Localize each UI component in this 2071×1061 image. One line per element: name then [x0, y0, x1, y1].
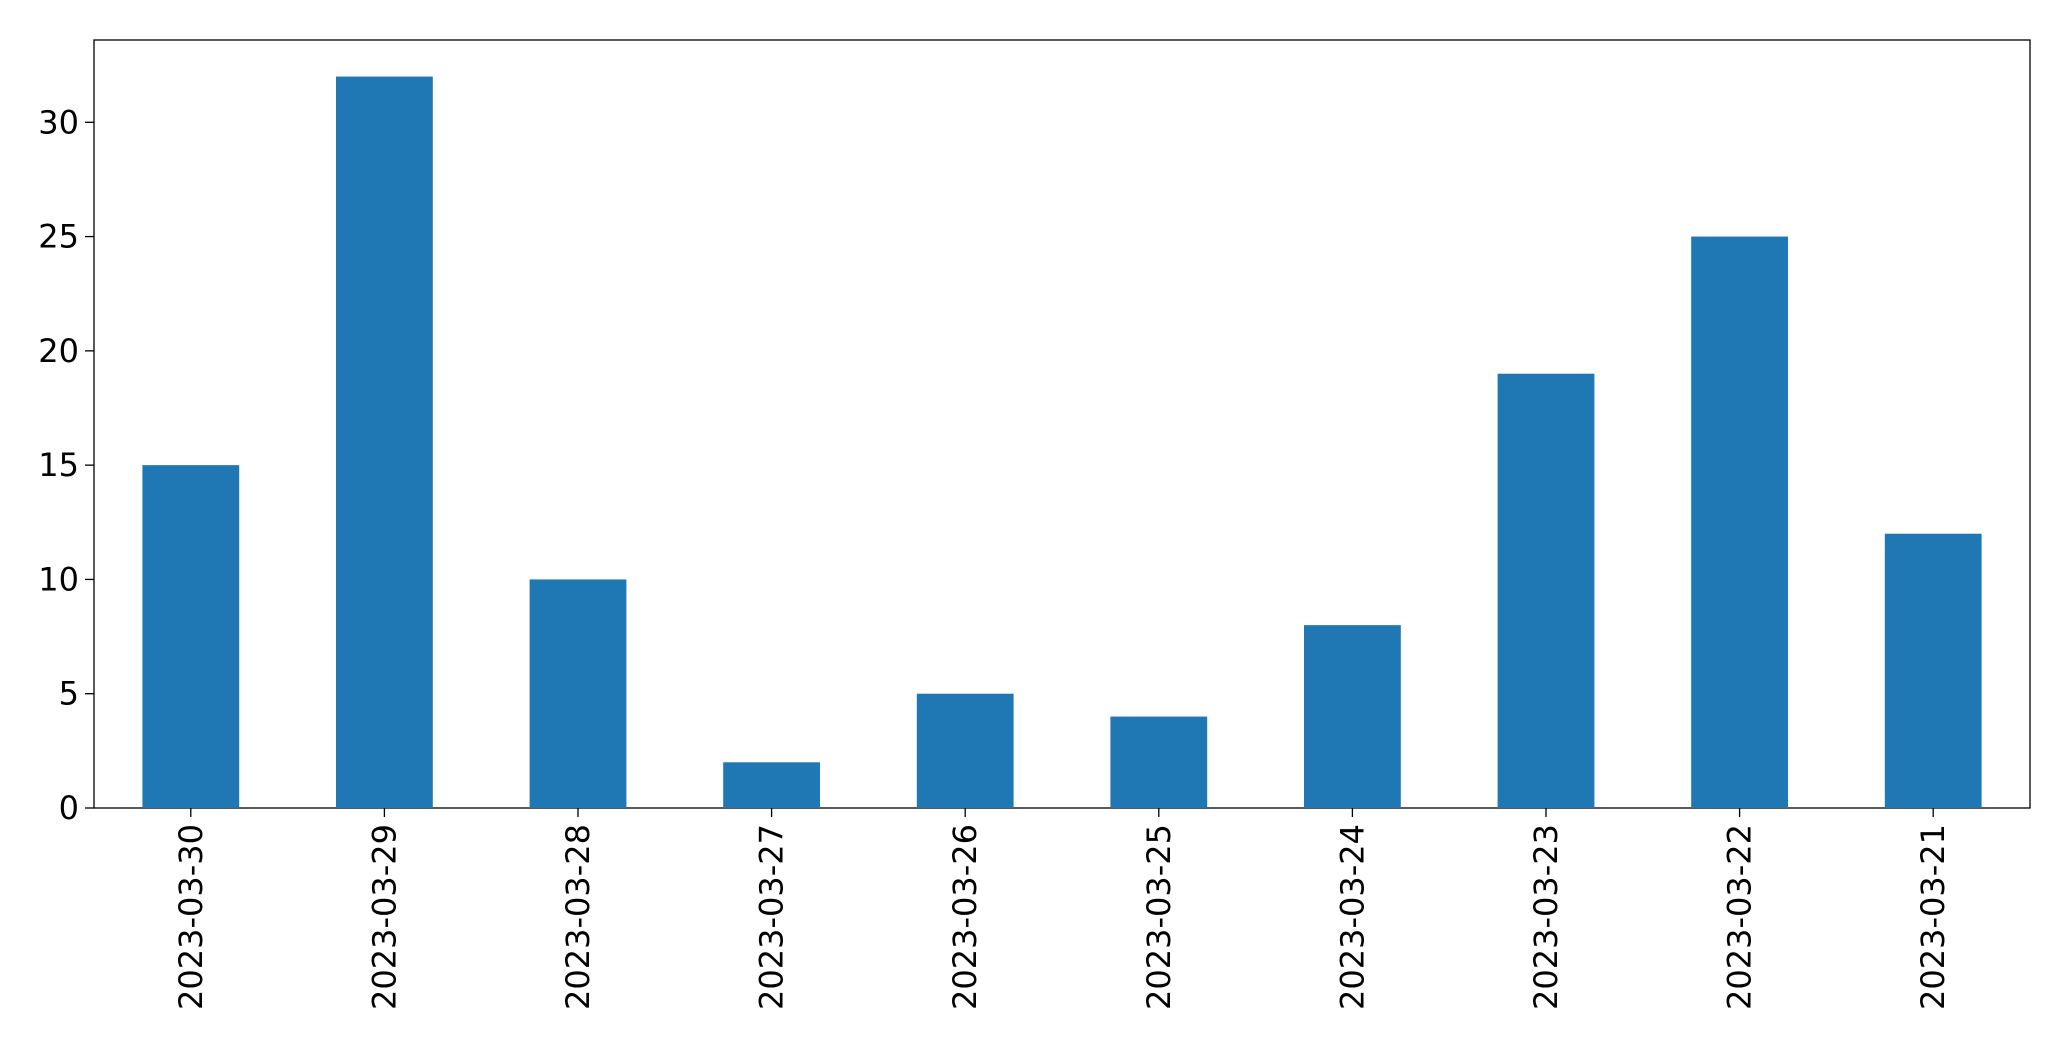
y-tick-label: 25 — [38, 218, 79, 256]
x-tick-label: 2023-03-24 — [1333, 824, 1371, 1010]
y-tick-label: 5 — [59, 675, 79, 713]
bar — [1304, 625, 1401, 808]
bar — [1884, 533, 1982, 808]
y-tick-label: 30 — [38, 103, 79, 141]
bar — [336, 76, 433, 809]
x-tick-label: 2023-03-28 — [559, 824, 597, 1010]
x-tick-label: 2023-03-22 — [1721, 824, 1759, 1010]
x-tick-label: 2023-03-29 — [365, 824, 403, 1010]
y-tick-label: 0 — [59, 789, 79, 827]
x-tick-label: 2023-03-26 — [946, 824, 984, 1010]
bar — [723, 762, 820, 808]
bar — [1497, 373, 1595, 808]
x-tick-label: 2023-03-27 — [753, 824, 791, 1010]
y-tick-label: 10 — [38, 560, 79, 598]
x-tick-label: 2023-03-21 — [1914, 824, 1952, 1010]
y-tick-label: 15 — [38, 446, 79, 484]
x-tick-label: 2023-03-25 — [1140, 824, 1178, 1010]
bar — [529, 579, 627, 808]
bar — [916, 693, 1014, 808]
bar — [1110, 716, 1208, 808]
plot-frame — [93, 39, 2031, 809]
bar — [142, 465, 240, 808]
x-tick-label: 2023-03-30 — [172, 824, 210, 1010]
bar — [1691, 236, 1788, 809]
y-tick-label: 20 — [38, 332, 79, 370]
x-tick-label: 2023-03-23 — [1527, 824, 1565, 1010]
